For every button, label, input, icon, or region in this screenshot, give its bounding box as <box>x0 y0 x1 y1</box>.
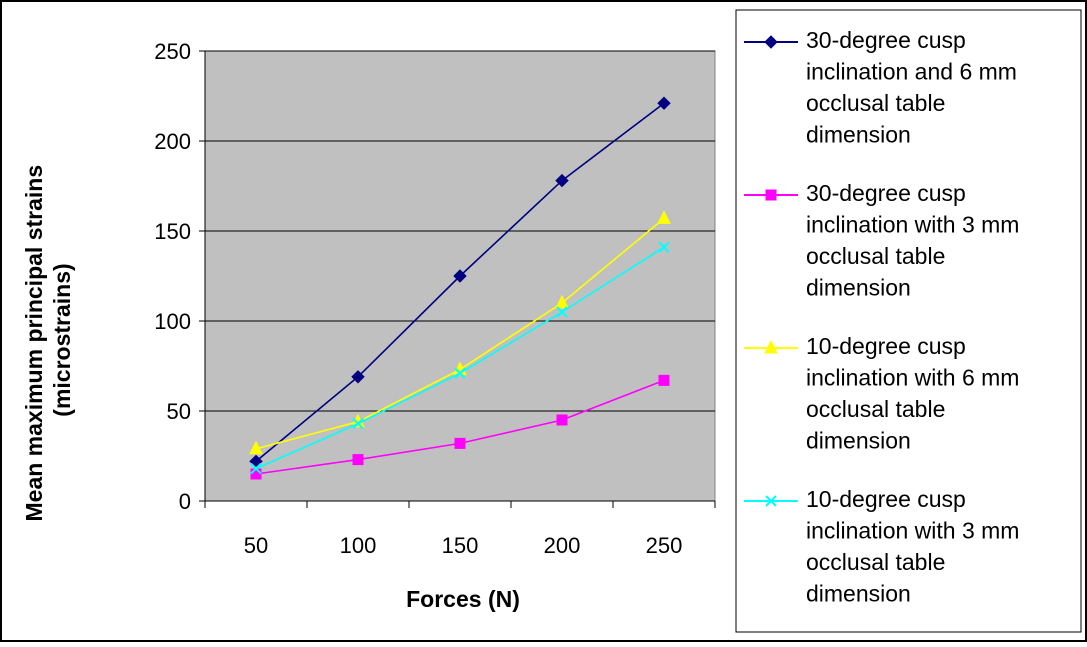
legend-marker <box>764 35 778 49</box>
legend-entry-4: 10-degree cusp inclination with 3 mm occlu… <box>744 486 1019 607</box>
data-point <box>658 241 670 253</box>
series-layer <box>249 96 671 480</box>
x-tick-label: 250 <box>646 533 683 558</box>
data-point <box>250 468 262 480</box>
x-tick-label: 100 <box>340 533 377 558</box>
y-tick-label: 0 <box>179 489 191 514</box>
legend-label: 10-degree cusp inclination with 6 mm occlu… <box>806 333 1019 454</box>
data-point <box>352 454 364 466</box>
data-point <box>250 462 262 475</box>
legend-marker <box>765 189 777 201</box>
x-axis-label: Forces (N) <box>406 586 520 612</box>
y-tick-label: 100 <box>154 309 191 334</box>
y-tick-label: 250 <box>154 39 191 64</box>
data-point <box>454 367 466 379</box>
series-4 <box>250 241 670 475</box>
y-tick-label: 150 <box>154 219 191 244</box>
data-point <box>556 414 568 426</box>
data-point <box>657 96 671 110</box>
legend-marker <box>764 339 778 354</box>
y-tick-label: 50 <box>167 399 191 424</box>
x-tick-label: 50 <box>244 533 268 558</box>
y-axis-label-line-2: (microstrains) <box>49 263 75 416</box>
legend-entry-2: 30-degree cusp inclination with 3 mm occlu… <box>744 180 1019 301</box>
legend: 30-degree cusp inclination and 6 mm occlus… <box>744 27 1019 607</box>
legend-entry-1: 30-degree cusp inclination and 6 mm occlus… <box>744 27 1017 148</box>
data-point <box>453 269 467 283</box>
data-point <box>555 173 569 188</box>
legend-marker <box>765 495 777 507</box>
data-point <box>249 440 263 455</box>
legend-entry-3: 10-degree cusp inclination with 6 mm occlu… <box>744 333 1019 454</box>
y-tick-label: 200 <box>154 129 191 154</box>
data-point <box>555 294 569 309</box>
legend-label: 10-degree cusp inclination with 3 mm occlu… <box>806 486 1019 607</box>
legend-label: 30-degree cusp inclination and 6 mm occlus… <box>806 27 1017 148</box>
x-tick-label: 150 <box>442 533 479 558</box>
data-point <box>352 417 364 430</box>
data-point <box>454 437 466 449</box>
legend-box <box>735 9 1082 633</box>
data-point <box>351 370 365 384</box>
axes: 0 50 100 150 200 250 50 100 150 200 250 <box>154 39 716 558</box>
series-1 <box>249 96 671 469</box>
data-point <box>556 306 568 318</box>
y-axis-label: Mean maximum principal strains (microstr… <box>21 158 75 521</box>
legend-label: 30-degree cusp inclination with 3 mm occlu… <box>806 180 1019 301</box>
y-axis-label-line-1: Mean maximum principal strains <box>21 165 47 522</box>
data-point <box>658 374 670 386</box>
data-point <box>657 210 671 224</box>
grid-lines <box>205 50 715 412</box>
series-2 <box>250 374 670 480</box>
x-tick-label: 200 <box>544 533 581 558</box>
